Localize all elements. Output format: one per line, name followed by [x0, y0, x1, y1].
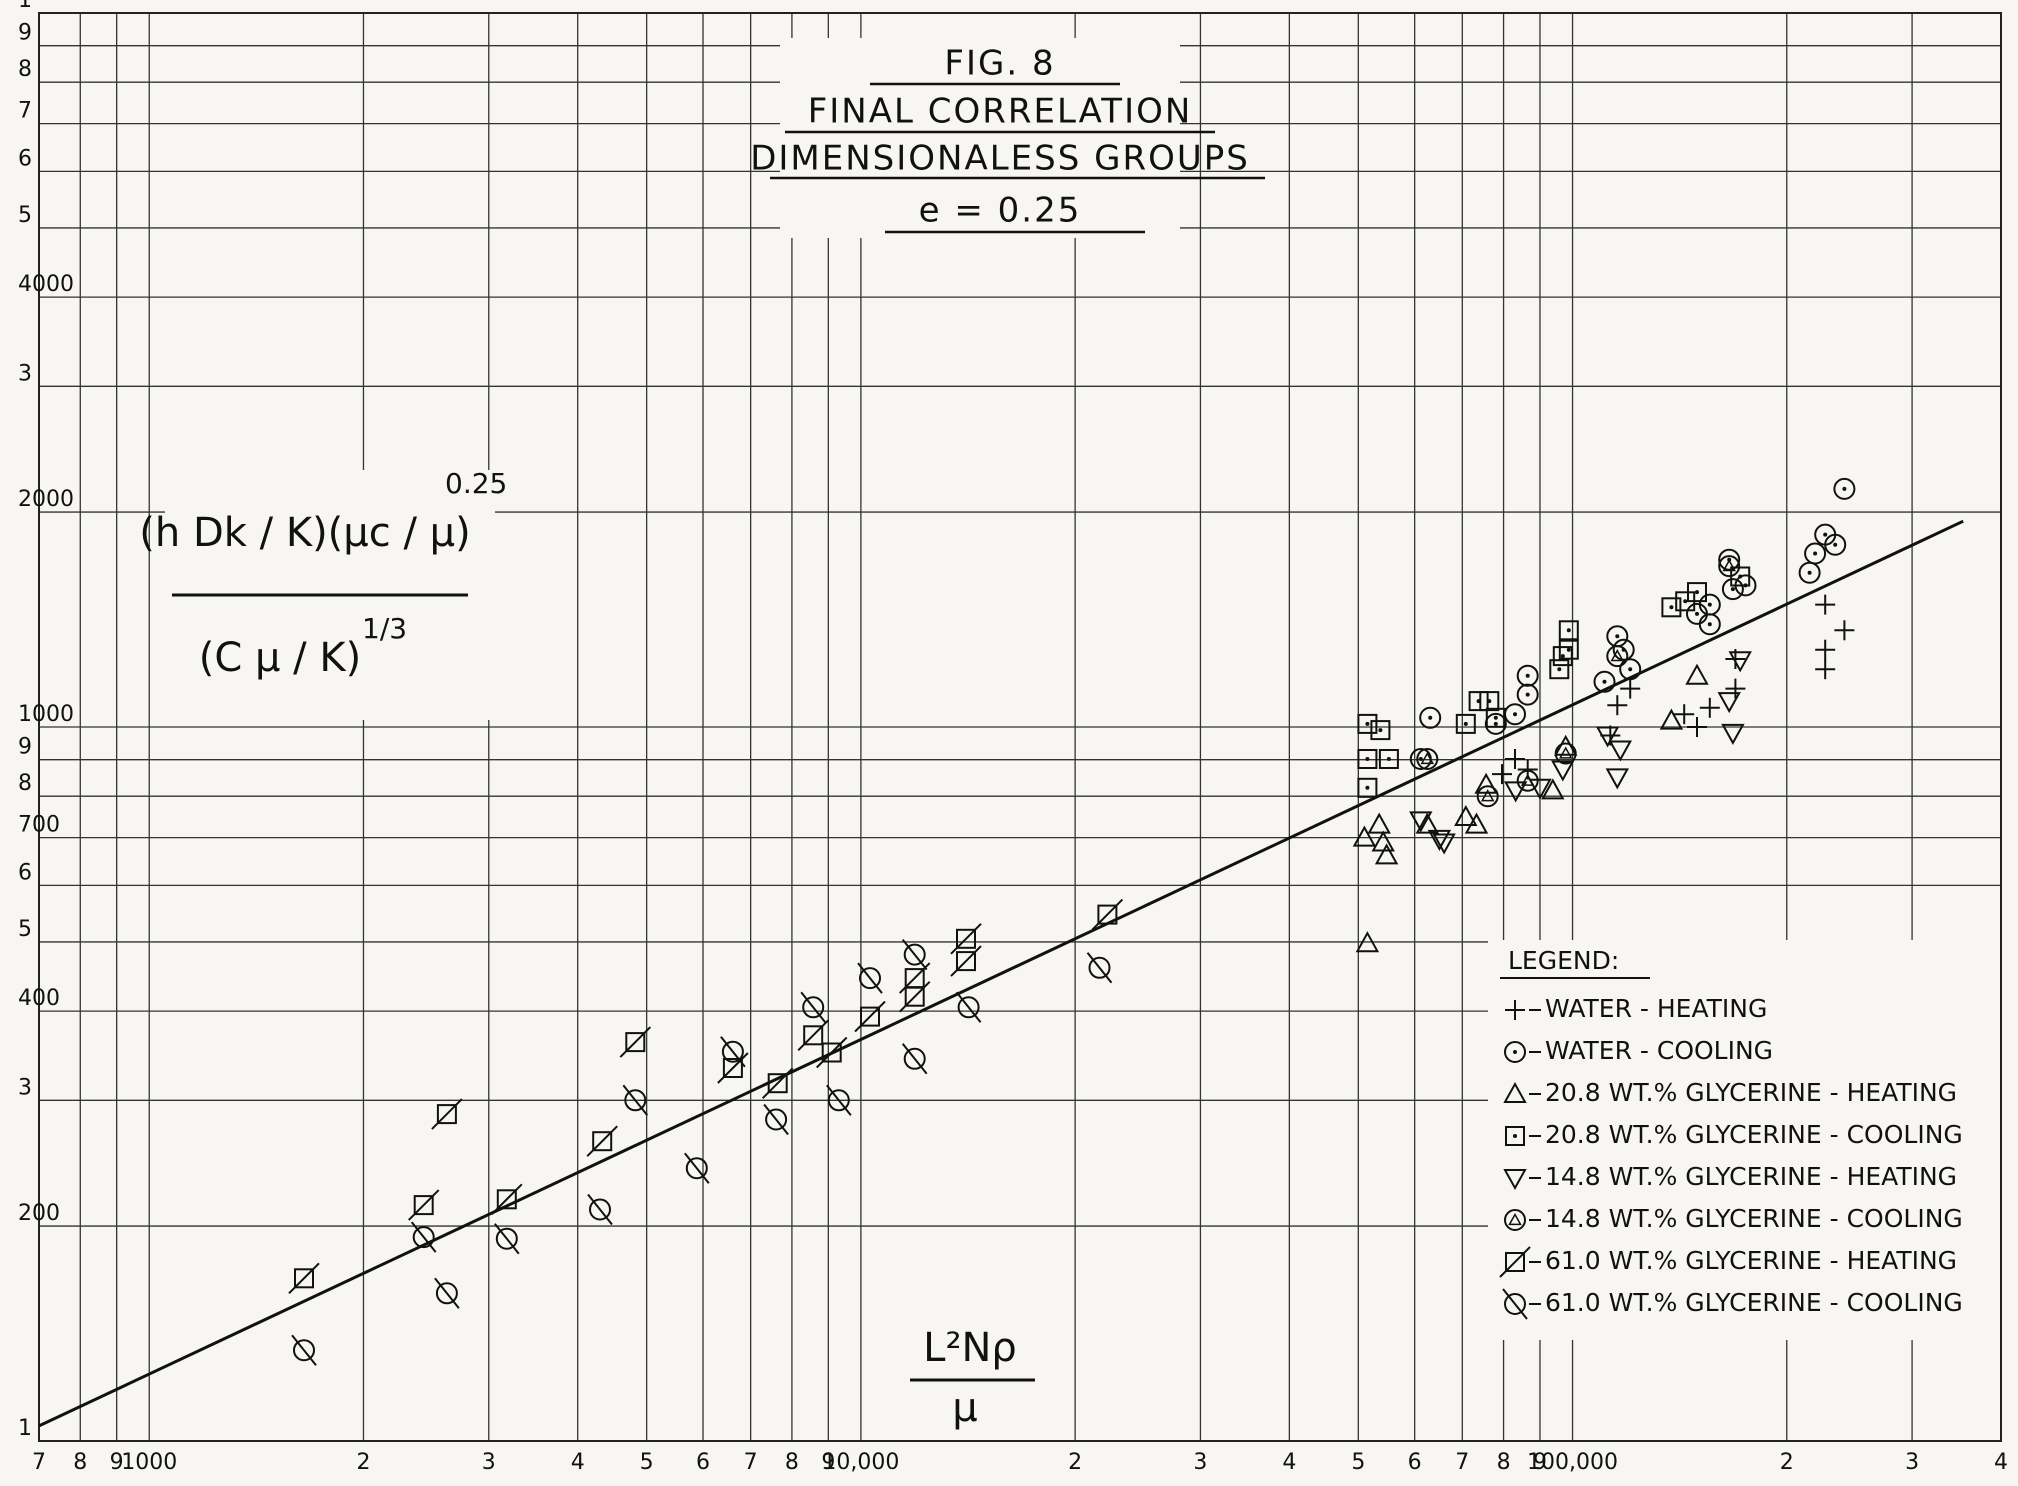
y-tick-label: 5 — [18, 203, 32, 228]
chart-subtitle-2: DIMENSIONALESS GROUPS — [750, 139, 1250, 179]
marker-dot — [1494, 722, 1498, 726]
x-tick-label: 3 — [1193, 1450, 1207, 1475]
marker-dot — [1513, 1050, 1517, 1054]
marker-dot — [1428, 716, 1432, 720]
x-tick-label: 2 — [1780, 1450, 1794, 1475]
marker-dot — [1628, 667, 1632, 671]
marker-dot — [1487, 699, 1491, 703]
y-tick-label: 1000 — [18, 702, 74, 727]
x-tick-label: 6 — [696, 1450, 710, 1475]
page: {"chart_data": { "type": "scatter", "tit… — [0, 0, 2018, 1486]
marker-dot — [1813, 552, 1817, 556]
marker-dot — [1365, 786, 1369, 790]
x-tick-label: 7 — [32, 1450, 46, 1475]
chart-title: FIG. 8 — [944, 44, 1055, 84]
y-label-numerator: (h Dk / K)(μc / μ) — [139, 510, 470, 556]
marker-dot — [1561, 654, 1565, 658]
x-tick-label: 7 — [744, 1450, 758, 1475]
x-tick-label: 2 — [356, 1450, 370, 1475]
x-tick-label: 5 — [1351, 1450, 1365, 1475]
legend-label: 61.0 WT.% GLYCERINE - HEATING — [1545, 1246, 1957, 1275]
marker-dot — [1842, 487, 1846, 491]
marker-dot — [1526, 674, 1530, 678]
x-tick-label: 2 — [1068, 1450, 1082, 1475]
x-tick-label: 8 — [1497, 1450, 1511, 1475]
y-tick-label: 6 — [18, 146, 32, 171]
y-tick-label: 400 — [18, 986, 60, 1011]
x-label-denominator: μ — [952, 1385, 977, 1431]
marker-dot — [1695, 612, 1699, 616]
y-tick-label: 4000 — [18, 272, 74, 297]
marker-dot — [1833, 543, 1837, 547]
annotation: e = 0.25 — [919, 191, 1082, 231]
legend-label: 20.8 WT.% GLYCERINE - COOLING — [1545, 1120, 1963, 1149]
x-tick-label: 4 — [1282, 1450, 1296, 1475]
marker-dot — [1557, 667, 1561, 671]
x-tick-label: 4 — [571, 1450, 585, 1475]
x-tick-label: 10,000 — [822, 1450, 899, 1475]
marker-dot — [1567, 628, 1571, 632]
y-label-exponent: 0.25 — [445, 467, 507, 500]
legend-label: 61.0 WT.% GLYCERINE - COOLING — [1545, 1288, 1963, 1317]
marker-dot — [1464, 722, 1468, 726]
y-tick-label: 3 — [18, 1075, 32, 1100]
y-tick-label: 3 — [18, 361, 32, 386]
y-tick-label: 6 — [18, 860, 32, 885]
chart: FIG. 8 FINAL CORRELATION DIMENSIONALESS … — [0, 0, 2018, 1486]
x-tick-label: 3 — [1905, 1450, 1919, 1475]
legend-title: LEGEND: — [1508, 946, 1619, 975]
y-tick-label: 1 — [18, 0, 32, 13]
x-tick-label: 3 — [482, 1450, 496, 1475]
legend-label: 20.8 WT.% GLYCERINE - HEATING — [1545, 1078, 1957, 1107]
marker-dot — [1823, 533, 1827, 537]
x-tick-label: 8 — [73, 1450, 87, 1475]
legend-label: WATER - COOLING — [1545, 1036, 1773, 1065]
marker-dot — [1378, 728, 1382, 732]
marker-dot — [1494, 716, 1498, 720]
marker-dot — [1708, 622, 1712, 626]
marker-dot — [1669, 605, 1673, 609]
marker-dot — [1513, 1134, 1517, 1138]
x-tick-label: 100,000 — [1527, 1450, 1618, 1475]
marker-dot — [1567, 648, 1571, 652]
y-tick-label: 700 — [18, 813, 60, 838]
chart-subtitle: FINAL CORRELATION — [808, 92, 1193, 132]
x-tick-label: 8 — [785, 1450, 799, 1475]
y-tick-label: 7 — [18, 99, 32, 124]
marker-dot — [1513, 712, 1517, 716]
y-tick-label: 2000 — [18, 487, 74, 512]
x-tick-label: 7 — [1455, 1450, 1469, 1475]
x-tick-label: 6 — [1408, 1450, 1422, 1475]
y-tick-label: 5 — [18, 917, 32, 942]
x-label-numerator: L²Nρ — [923, 1325, 1017, 1371]
marker-dot — [1808, 571, 1812, 575]
y-label-denominator: (C μ / K) — [199, 635, 361, 681]
legend-label: 14.8 WT.% GLYCERINE - COOLING — [1545, 1204, 1963, 1233]
y-tick-label: 200 — [18, 1201, 60, 1226]
y-tick-label: 8 — [18, 771, 32, 796]
marker-dot — [1683, 599, 1687, 603]
x-tick-label: 1000 — [121, 1450, 177, 1475]
marker-dot — [1419, 757, 1423, 761]
y-tick-label: 8 — [18, 57, 32, 82]
marker-dot — [1695, 590, 1699, 594]
y-tick-label: 9 — [18, 735, 32, 760]
marker-dot — [1603, 680, 1607, 684]
legend-label: 14.8 WT.% GLYCERINE - HEATING — [1545, 1162, 1957, 1191]
x-tick-label: 4 — [1994, 1450, 2008, 1475]
marker-dot — [1615, 634, 1619, 638]
marker-dot — [1708, 603, 1712, 607]
y-tick-label: 9 — [18, 21, 32, 46]
marker-dot — [1731, 587, 1735, 591]
marker-dot — [1738, 575, 1742, 579]
marker-dot — [1365, 757, 1369, 761]
marker-dot — [1387, 757, 1391, 761]
marker-dot — [1526, 693, 1530, 697]
legend-label: WATER - HEATING — [1545, 994, 1767, 1023]
y-label-denominator-exponent: 1/3 — [362, 612, 407, 645]
y-tick-label: 1 — [18, 1416, 32, 1441]
x-tick-label: 5 — [640, 1450, 654, 1475]
marker-dot — [1365, 722, 1369, 726]
